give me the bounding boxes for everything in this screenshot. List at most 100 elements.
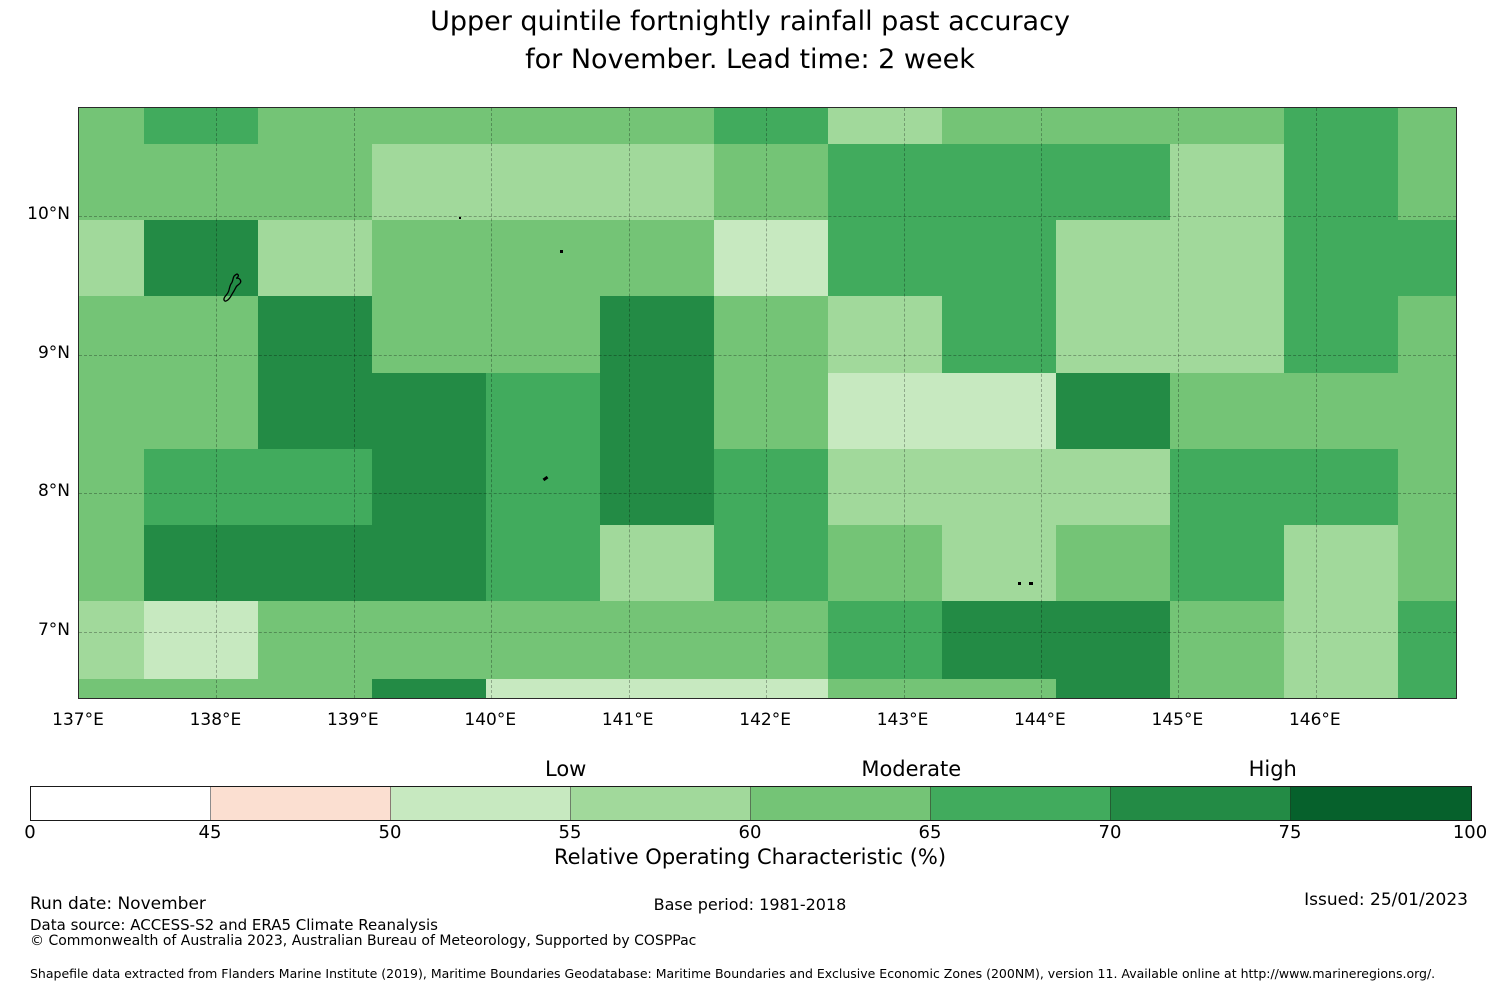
heatmap-cell [942, 108, 1057, 145]
heatmap-cell [371, 448, 487, 526]
colorbar-category-label: Moderate [861, 757, 962, 781]
colorbar [30, 786, 1472, 821]
heatmap-cell [485, 372, 601, 450]
colorbar-tick-label: 75 [1278, 822, 1302, 843]
heatmap-cell [713, 296, 829, 373]
heatmap-cell [713, 220, 829, 297]
heatmap-cell [713, 448, 829, 526]
footer-issued-date: Issued: 25/01/2023 [1304, 890, 1468, 910]
heatmap-cell [1398, 601, 1456, 679]
heatmap-cell [371, 372, 487, 450]
footer-base-period: Base period: 1981-2018 [653, 895, 847, 914]
heatmap-cell [599, 296, 715, 373]
colorbar-segment [931, 787, 1111, 820]
heatmap-cell [257, 108, 373, 145]
heatmap-cell [599, 678, 715, 698]
heatmap-cell [713, 144, 829, 221]
x-tick-label: 137°E [52, 710, 104, 730]
heatmap-cell [1056, 524, 1171, 602]
heatmap-cell [1398, 144, 1456, 221]
heatmap-cell [599, 372, 715, 450]
footer-data-source: Data source: ACCESS-S2 and ERA5 Climate … [30, 916, 438, 934]
heatmap-cell [1284, 108, 1399, 145]
heatmap-cell [143, 144, 259, 221]
heatmap-cell [827, 372, 943, 450]
heatmap-plot-area [78, 107, 1457, 699]
x-tick-label: 139°E [326, 710, 379, 730]
heatmap-cell [79, 524, 144, 602]
heatmap-cell [143, 448, 259, 526]
heatmap-cell [942, 220, 1057, 297]
heatmap-cell [485, 678, 601, 698]
x-tick-label: 146°E [1288, 710, 1341, 730]
heatmap-cell [371, 524, 487, 602]
heatmap-cell [485, 448, 601, 526]
heatmap-cell [371, 108, 487, 145]
heatmap-cell [1056, 220, 1171, 297]
heatmap-cell [827, 144, 943, 221]
heatmap-cell [1170, 220, 1285, 297]
heatmap-cell [257, 296, 373, 373]
heatmap-cell [599, 524, 715, 602]
heatmap-cell [143, 296, 259, 373]
colorbar-segment [211, 787, 391, 820]
x-tick-label: 144°E [1014, 710, 1066, 730]
island-mark [1018, 582, 1021, 585]
heatmap-cell [485, 296, 601, 373]
page-title-line2: for November. Lead time: 2 week [525, 44, 975, 75]
heatmap-cell [942, 144, 1057, 221]
island-mark [560, 250, 563, 253]
colorbar-category-label: High [1248, 757, 1297, 781]
heatmap-cell [257, 144, 373, 221]
heatmap-cell [713, 108, 829, 145]
y-tick-label: 10°N [27, 204, 70, 225]
colorbar-tick-label: 55 [558, 822, 582, 843]
y-tick-label: 8°N [37, 481, 70, 502]
heatmap-cell [1056, 678, 1171, 698]
heatmap-cell [79, 372, 144, 450]
heatmap-cell [1170, 372, 1285, 450]
heatmap-cell [257, 372, 373, 450]
colorbar-tick-label: 70 [1098, 822, 1122, 843]
x-tick-label: 143°E [876, 710, 929, 730]
heatmap-cell [827, 296, 943, 373]
page-title-line1: Upper quintile fortnightly rainfall past… [430, 6, 1070, 37]
heatmap-cell [1398, 678, 1456, 698]
heatmap-cell [1056, 448, 1171, 526]
heatmap-cell [827, 448, 943, 526]
heatmap-cell [827, 108, 943, 145]
heatmap-cell [827, 220, 943, 297]
heatmap-cell [1170, 108, 1285, 145]
heatmap-cell [1284, 296, 1399, 373]
x-tick-label: 138°E [189, 710, 242, 730]
heatmap-cell [1398, 296, 1456, 373]
heatmap-cell [143, 108, 259, 145]
colorbar-tick-label: 45 [198, 822, 222, 843]
colorbar-segment [31, 787, 211, 820]
colorbar-tick-label: 65 [918, 822, 942, 843]
heatmap-cell [1398, 220, 1456, 297]
heatmap-cell [942, 448, 1057, 526]
heatmap-cell [257, 448, 373, 526]
heatmap-cell [143, 524, 259, 602]
island-mark [1029, 582, 1033, 585]
heatmap-cell [485, 601, 601, 679]
heatmap-cell [1284, 372, 1399, 450]
heatmap-cell [79, 601, 144, 679]
colorbar-segment [1111, 787, 1291, 820]
x-tick-label: 142°E [739, 710, 791, 730]
heatmap-cell [713, 678, 829, 698]
heatmap-cell [599, 144, 715, 221]
heatmap-cell [1170, 524, 1285, 602]
heatmap-cell [942, 372, 1057, 450]
y-tick-label: 7°N [37, 619, 70, 640]
colorbar-axis-label: Relative Operating Characteristic (%) [553, 845, 947, 869]
heatmap-cell [485, 524, 601, 602]
heatmap-cell [1284, 524, 1399, 602]
heatmap-cell [942, 524, 1057, 602]
x-tick-label: 145°E [1151, 710, 1204, 730]
heatmap-cell [1284, 448, 1399, 526]
heatmap-cell [1284, 220, 1399, 297]
heatmap-cell [599, 601, 715, 679]
